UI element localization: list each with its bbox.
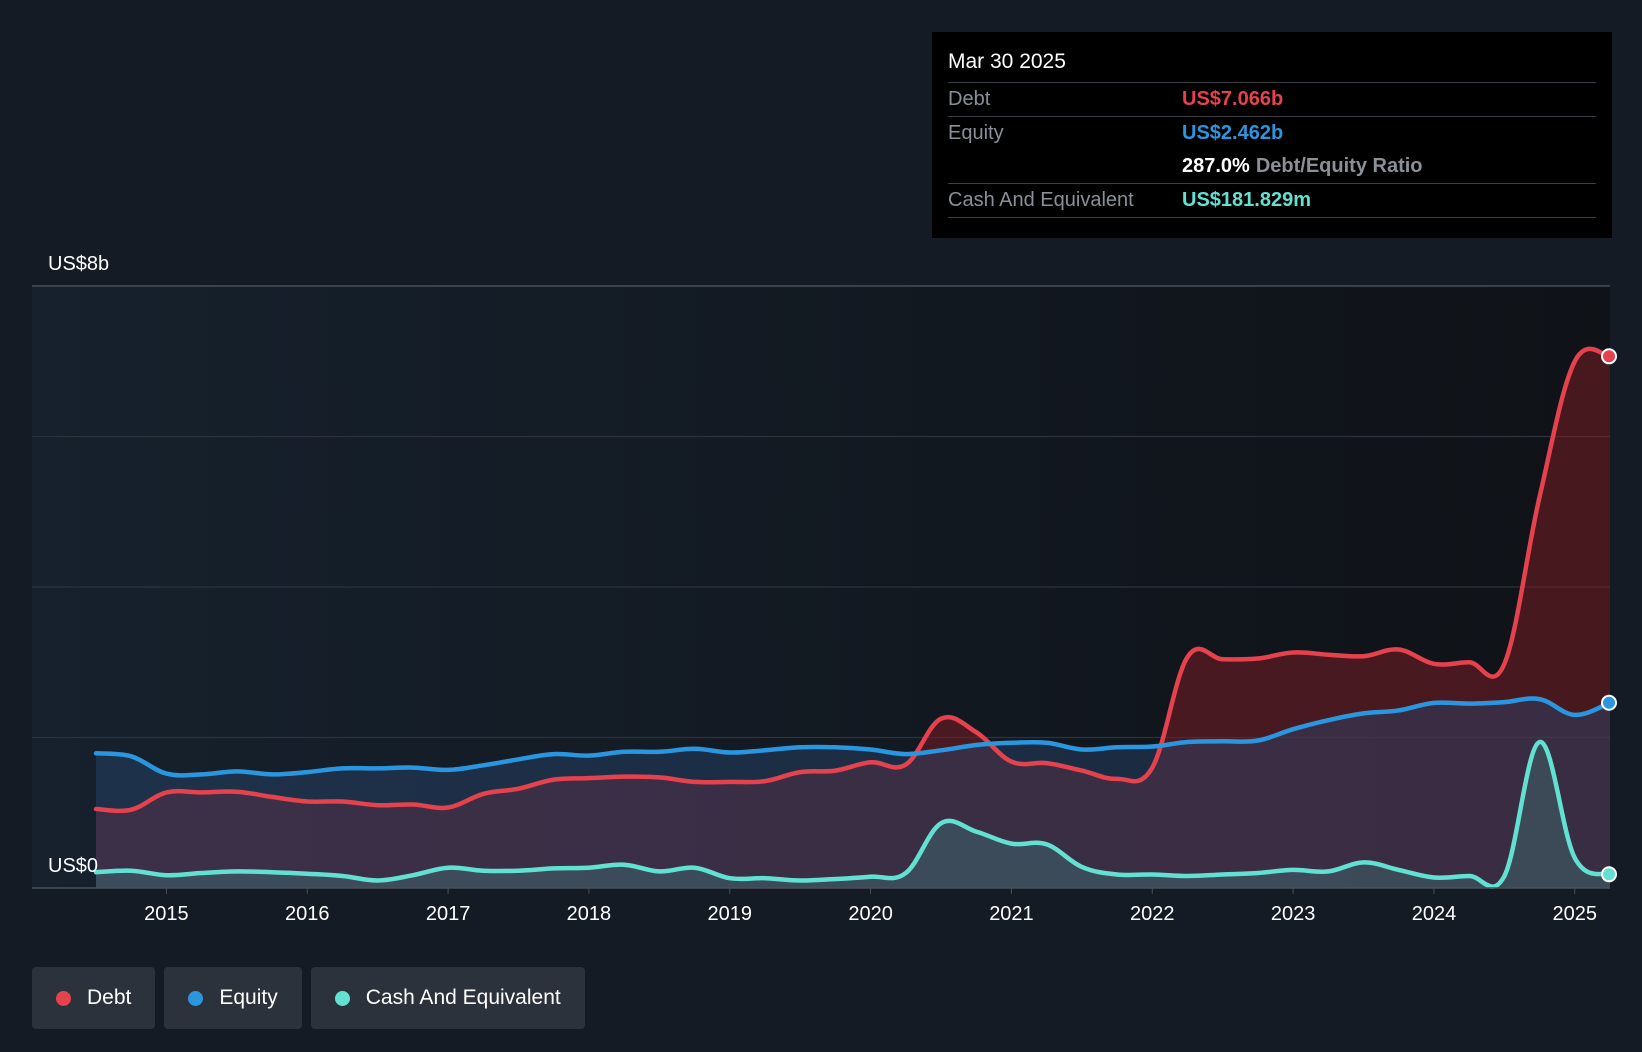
legend-label-equity: Equity: [219, 986, 278, 1009]
tooltip-cash-label: Cash And Equivalent: [948, 189, 1134, 211]
tooltip-debt-label: Debt: [948, 88, 991, 110]
x-tick-label-2024: 2024: [1412, 903, 1457, 925]
legend: Debt Equity Cash And Equivalent: [32, 967, 585, 1029]
series-lines: [93, 346, 1613, 889]
legend-item-debt[interactable]: Debt: [32, 967, 156, 1029]
y-tick-label-0: US$0: [48, 855, 98, 877]
legend-item-cash[interactable]: Cash And Equivalent: [310, 967, 585, 1029]
tooltip-ratio-label: Debt/Equity Ratio: [1255, 155, 1423, 177]
debt-dot-icon: [56, 990, 71, 1006]
x-tick-label-2025: 2025: [1553, 903, 1598, 925]
x-tick-label-2017: 2017: [426, 903, 471, 925]
debt-area: [96, 348, 1610, 888]
tooltip-debt-value: US$7.066b: [1182, 88, 1284, 110]
tooltip-equity-label: Equity: [948, 122, 1004, 144]
y-tick-label-8: US$8b: [48, 253, 109, 275]
legend-label-debt: Debt: [87, 986, 132, 1009]
cash-dot-icon: [334, 990, 350, 1006]
tooltip-row-ratio: 287.0% Debt/Equity Ratio: [948, 150, 1596, 184]
tooltip-row-cash: Cash And Equivalent US$181.829m: [948, 184, 1596, 218]
y-axis-labels: US$8b US$0: [48, 253, 109, 877]
x-tick-label-2016: 2016: [285, 903, 330, 925]
x-tick-label-2020: 2020: [848, 903, 893, 925]
x-axis-labels: 2015 2016 2017 2018 2019 2020 2021 2022 2023 2024…: [32, 887, 1610, 925]
x-tick-label-2019: 2019: [708, 903, 753, 925]
x-tick-label-2018: 2018: [567, 903, 612, 925]
equity-area: [96, 698, 1610, 888]
x-tick-label-2023: 2023: [1271, 903, 1316, 925]
tooltip-equity-value: US$2.462b: [1182, 122, 1284, 144]
x-tick-label-2015: 2015: [144, 903, 189, 925]
tooltip-row-debt: Debt US$7.066b: [948, 83, 1596, 117]
tooltip-row-equity: Equity US$2.462b: [948, 117, 1596, 150]
equity-line: [93, 696, 1613, 778]
equity-dot-icon: [188, 990, 204, 1006]
cash-and-equivalent-line: [93, 739, 1613, 889]
debt-line: [93, 346, 1613, 814]
x-tick-label-2022: 2022: [1130, 903, 1175, 925]
debt-end-marker: [1601, 348, 1617, 365]
tooltip-panel: Mar 30 2025 Debt US$7.066b Equity US$2.4…: [932, 32, 1612, 238]
x-tick-label-2021: 2021: [989, 903, 1034, 925]
tooltip-cash-value: US$181.829m: [1182, 189, 1311, 211]
legend-item-equity[interactable]: Equity: [164, 967, 302, 1029]
cash-and-equivalent-end-marker: [1601, 866, 1617, 883]
legend-label-cash: Cash And Equivalent: [365, 986, 561, 1009]
tooltip-ratio-value: 287.0%: [1182, 155, 1250, 177]
series-end-markers: [1601, 348, 1617, 883]
equity-end-marker: [1601, 694, 1617, 711]
tooltip-date: Mar 30 2025: [948, 32, 1596, 83]
